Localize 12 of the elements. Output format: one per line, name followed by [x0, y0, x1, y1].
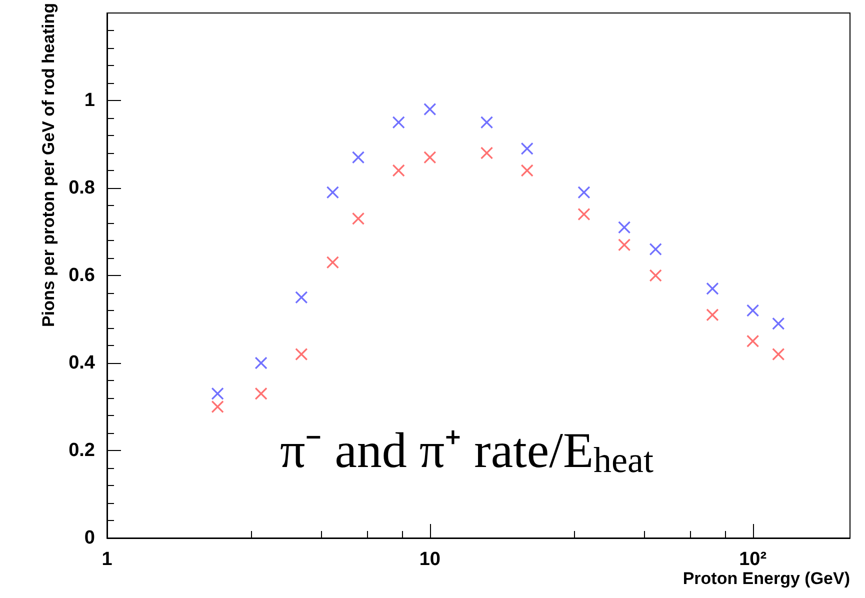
y-tick-label: 0.8 — [68, 178, 95, 198]
y-tick-label: 0.6 — [68, 265, 95, 286]
y-tick-label: 1 — [84, 90, 96, 111]
annotation: π⁻ and π⁺ rate/Eheat — [280, 422, 654, 480]
x-tick-label: 1 — [102, 549, 113, 570]
y-tick-label: 0.2 — [68, 440, 95, 461]
x-tick-label: 10² — [739, 549, 767, 570]
y-axis-title: Pions per proton per GeV of rod heating — [39, 3, 58, 327]
y-tick-label: 0.4 — [68, 352, 96, 374]
y-tick-label: 0 — [84, 528, 95, 548]
x-tick-label: 10 — [419, 549, 440, 570]
x-axis-title: Proton Energy (GeV) — [682, 569, 850, 588]
